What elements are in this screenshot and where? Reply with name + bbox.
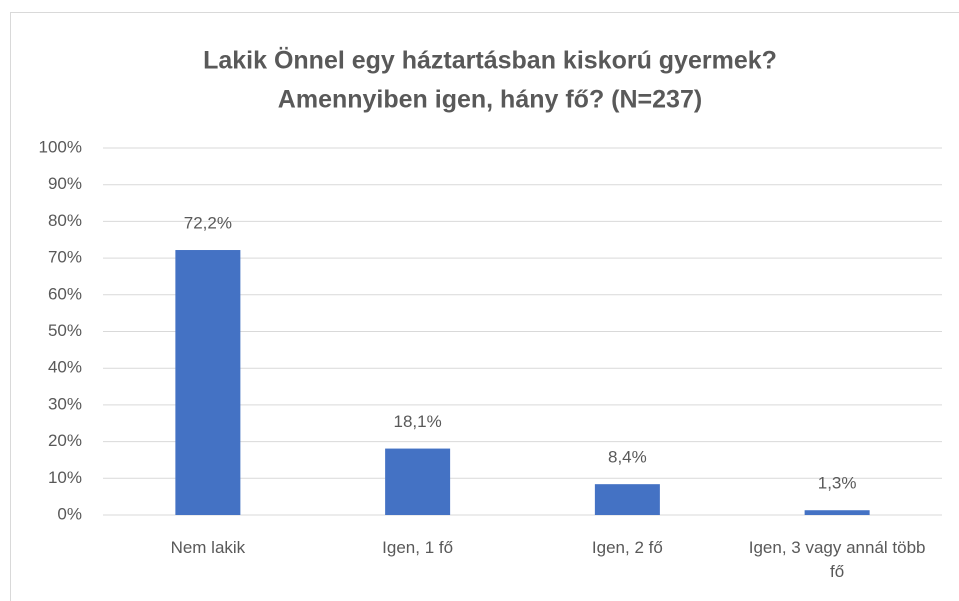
- bar: [804, 510, 870, 515]
- y-tick-label: 30%: [48, 394, 82, 413]
- data-label: 1,3%: [818, 474, 857, 493]
- data-label: 72,2%: [184, 214, 232, 233]
- y-tick-label: 100%: [39, 137, 82, 156]
- x-tick-label: Igen, 3 vagy annál több fő: [748, 538, 926, 581]
- data-label: 8,4%: [608, 448, 647, 467]
- chart-title: Lakik Önnel egy háztartásban kiskorú gye…: [203, 46, 777, 75]
- y-tick-label: 10%: [48, 468, 82, 487]
- y-tick-label: 70%: [48, 248, 82, 267]
- y-tick-label: 50%: [48, 321, 82, 340]
- bar: [175, 250, 241, 515]
- data-label: 18,1%: [394, 412, 442, 431]
- y-tick-label: 0%: [57, 504, 82, 523]
- y-tick-label: 60%: [48, 284, 82, 303]
- x-tick-label: Igen, 2 fő: [591, 538, 663, 557]
- x-tick-label: Nem lakik: [170, 538, 246, 557]
- chart-border: [10, 12, 959, 601]
- y-tick-label: 40%: [48, 358, 82, 377]
- y-tick-label: 20%: [48, 431, 82, 450]
- bar: [385, 448, 451, 515]
- x-tick-label: Igen, 1 fő: [382, 538, 454, 557]
- y-tick-label: 80%: [48, 211, 82, 230]
- y-tick-label: 90%: [48, 174, 82, 193]
- bar: [594, 484, 660, 515]
- chart-title: Amennyiben igen, hány fő? (N=237): [278, 86, 702, 114]
